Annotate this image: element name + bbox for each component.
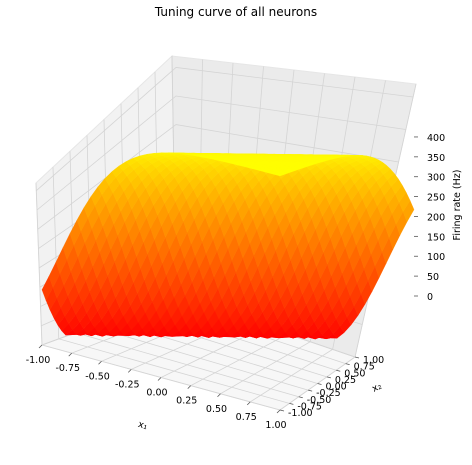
z-tick-label-1: 50 bbox=[427, 272, 439, 283]
x-tick-4 bbox=[157, 377, 162, 381]
x-tick-7 bbox=[246, 401, 251, 406]
z-tick-label-3: 150 bbox=[427, 232, 445, 243]
x-tick-label-8: 1.00 bbox=[265, 420, 286, 431]
x-tick-5 bbox=[187, 385, 192, 389]
z-tick-label-0: 0 bbox=[427, 292, 433, 303]
z-tick-label-8: 400 bbox=[427, 133, 445, 144]
z-tick-label-5: 250 bbox=[427, 193, 445, 204]
x-axis-label: x₁ bbox=[137, 419, 149, 432]
x-tick-label-7: 0.75 bbox=[236, 412, 257, 423]
x-tick-3 bbox=[127, 369, 132, 373]
x-tick-1 bbox=[68, 352, 73, 357]
tick-marks bbox=[38, 136, 418, 414]
y-tick-label-0: -1.00 bbox=[288, 408, 313, 419]
y-tick-8 bbox=[354, 356, 360, 359]
chart-title: Tuning curve of all neurons bbox=[154, 5, 318, 19]
y-tick-2 bbox=[298, 396, 303, 399]
z-tick-label-7: 350 bbox=[427, 153, 445, 164]
y-tick-3 bbox=[308, 389, 313, 392]
y-tick-label-5: 0.25 bbox=[335, 375, 356, 386]
grid-z-6 bbox=[37, 124, 399, 230]
z-tick-label-4: 200 bbox=[427, 212, 445, 223]
y-tick-label-2: -0.50 bbox=[307, 395, 332, 406]
y-tick-1 bbox=[289, 402, 294, 405]
y-tick-4 bbox=[317, 383, 322, 385]
x-tick-label-5: 0.25 bbox=[176, 396, 197, 407]
y-tick-label-6: 0.50 bbox=[344, 368, 365, 379]
y-tick-6 bbox=[336, 369, 341, 372]
z-tick-label-6: 300 bbox=[427, 173, 445, 184]
x-tick-label-4: 0.00 bbox=[146, 388, 167, 399]
x-tick-label-0: -1.00 bbox=[26, 355, 51, 366]
tick-labels: -1.00-0.75-0.50-0.250.000.250.500.751.00… bbox=[26, 133, 445, 431]
y-tick-label-4: 0.00 bbox=[326, 382, 347, 393]
x-tick-label-2: -0.50 bbox=[85, 371, 110, 382]
grid-z-8 bbox=[36, 67, 414, 192]
z-tick-label-2: 100 bbox=[427, 252, 445, 263]
y-tick-label-1: -0.75 bbox=[297, 401, 322, 412]
surface-patch-1155 bbox=[272, 172, 285, 177]
y-tick-label-7: 0.75 bbox=[354, 362, 375, 373]
y-axis-label: x₂ bbox=[370, 381, 383, 395]
x-tick-label-6: 0.50 bbox=[206, 404, 227, 415]
grid-z-7 bbox=[36, 95, 406, 211]
x-tick-6 bbox=[217, 393, 221, 398]
x-tick-8 bbox=[276, 409, 281, 414]
x-tick-label-1: -0.75 bbox=[55, 363, 80, 374]
y-tick-label-8: 1.00 bbox=[363, 355, 384, 366]
y-tick-7 bbox=[345, 363, 350, 366]
y-tick-5 bbox=[326, 376, 331, 379]
x-tick-0 bbox=[38, 344, 43, 349]
y-tick-0 bbox=[279, 409, 285, 412]
surface-mesh bbox=[41, 152, 415, 340]
x-tick-2 bbox=[98, 360, 102, 365]
y-tick-label-3: -0.25 bbox=[316, 388, 341, 399]
z-axis-label: Firing rate (Hz) bbox=[452, 170, 463, 241]
x-tick-label-3: -0.25 bbox=[115, 379, 140, 390]
